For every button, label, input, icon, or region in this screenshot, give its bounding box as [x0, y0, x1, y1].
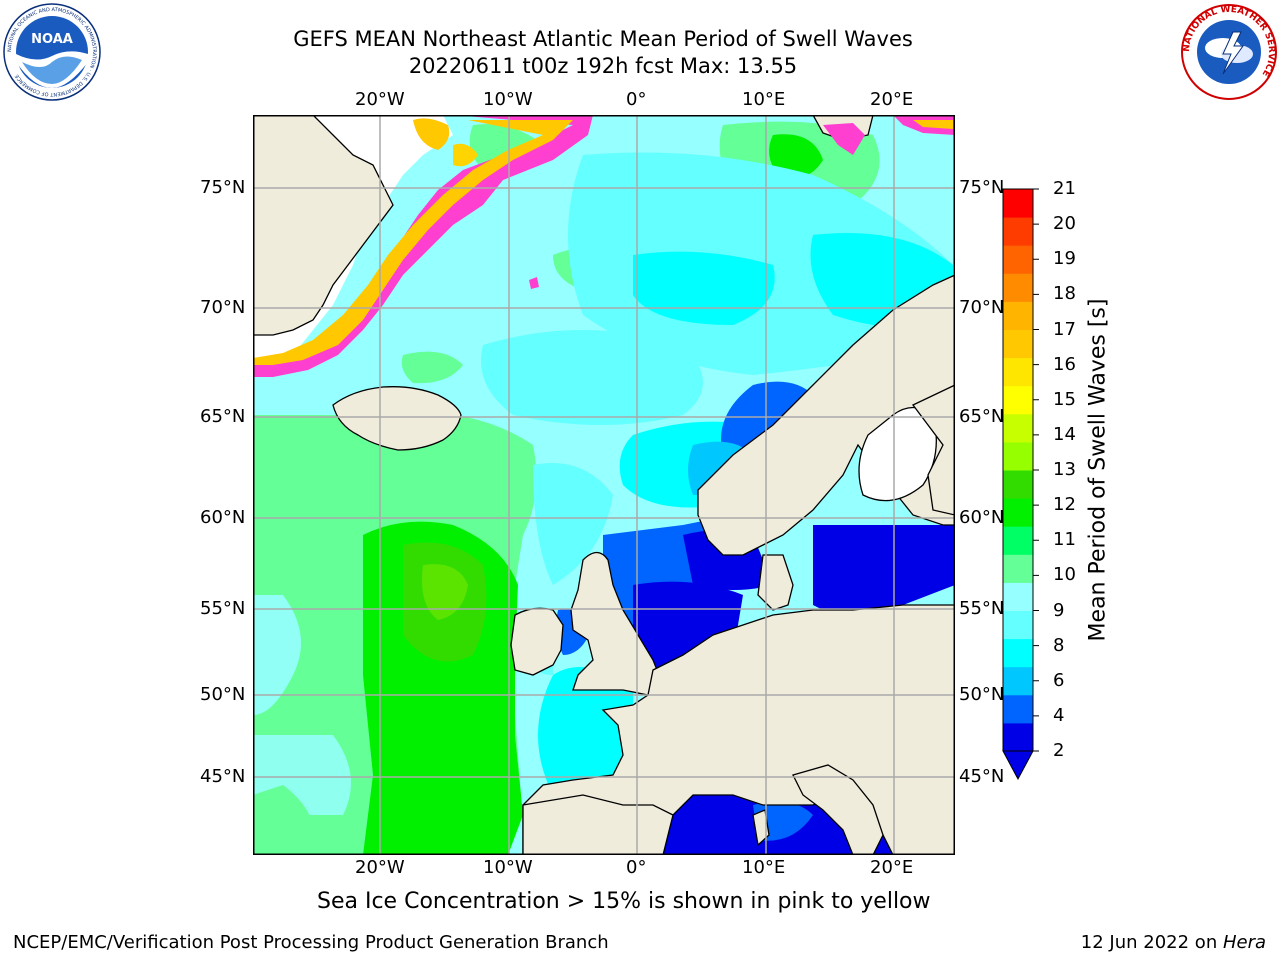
- swell-period-map: [253, 115, 955, 855]
- colorbar-tick-label: 17: [1053, 318, 1076, 340]
- colorbar-swatch: [1003, 273, 1033, 302]
- colorbar-tick-label: 11: [1053, 529, 1076, 551]
- lat-label-left: 75°N: [200, 177, 246, 198]
- colorbar-extend-arrow: [1002, 750, 1034, 781]
- lat-label-right: 75°N: [959, 177, 1005, 198]
- sea-ice-edge: [253, 115, 955, 377]
- colorbar-swatch: [1003, 301, 1033, 330]
- colorbar-tick-label: 14: [1053, 423, 1076, 445]
- colorbar-tick-label: 21: [1053, 178, 1076, 199]
- colorbar-swatch: [1003, 217, 1033, 246]
- lon-label-top: 10°W: [483, 89, 533, 110]
- lon-label-bottom: 20°E: [870, 857, 914, 878]
- nws-logo: NATIONAL WEATHER SERVICE: [1181, 4, 1277, 100]
- lon-label-top: 0°: [626, 89, 647, 110]
- colorbar-swatch: [1003, 441, 1033, 471]
- lon-label-bottom: 0°: [626, 857, 647, 878]
- footer-date-text: 12 Jun 2022 on: [1080, 932, 1223, 953]
- colorbar-swatch: [1003, 694, 1033, 724]
- lat-label-left: 45°N: [200, 766, 246, 787]
- colorbar-swatch: [1003, 526, 1033, 555]
- swell-period-field: [253, 121, 955, 855]
- lat-label-left: 50°N: [200, 684, 246, 705]
- colorbar-swatch: [1003, 554, 1033, 583]
- colorbar-tick-label: 8: [1053, 634, 1065, 656]
- colorbar-swatch: [1003, 582, 1033, 611]
- lon-label-top: 10°E: [742, 89, 786, 110]
- footer-machine: Hera: [1222, 932, 1266, 953]
- colorbar-tick-label: 12: [1053, 494, 1076, 516]
- colorbar-swatch: [1003, 329, 1033, 359]
- colorbar-swatch: [1003, 413, 1033, 443]
- lon-label-bottom: 10°W: [483, 857, 533, 878]
- noaa-logo-center-text: NOAA: [31, 32, 73, 47]
- map-frame: [253, 115, 955, 855]
- colorbar-tick-label: 18: [1053, 283, 1076, 305]
- colorbar-label: Mean Period of Swell Waves [s]: [1085, 298, 1111, 642]
- lon-label-bottom: 20°W: [355, 857, 405, 878]
- colorbar-tick-label: 6: [1053, 669, 1065, 691]
- lat-label-right: 65°N: [959, 406, 1005, 427]
- colorbar-swatch: [1003, 638, 1033, 668]
- sea-ice-note: Sea Ice Concentration > 15% is shown in …: [317, 889, 931, 914]
- lat-label-right: 45°N: [959, 766, 1005, 787]
- colorbar-swatch: [1003, 666, 1033, 696]
- lat-label-left: 70°N: [200, 297, 246, 318]
- lat-label-right: 55°N: [959, 598, 1005, 619]
- colorbar-tick-label: 9: [1053, 599, 1065, 621]
- land-masses: [253, 115, 955, 855]
- lon-label-top: 20°W: [355, 89, 405, 110]
- colorbar-tick-label: 15: [1053, 388, 1076, 410]
- lat-label-left: 55°N: [200, 598, 246, 619]
- lon-label-top: 20°E: [870, 89, 914, 110]
- colorbar-swatch: [1003, 610, 1033, 640]
- lat-label-left: 65°N: [200, 406, 246, 427]
- colorbar-swatch: [1003, 189, 1033, 218]
- colorbar-tick-label: 4: [1053, 704, 1065, 726]
- chart-title: GEFS MEAN Northeast Atlantic Mean Period…: [293, 27, 913, 51]
- lat-label-right: 50°N: [959, 684, 1005, 705]
- colorbar-tick-label: 2: [1053, 740, 1065, 761]
- footer-credit: NCEP/EMC/Verification Post Processing Pr…: [13, 932, 609, 953]
- lat-label-right: 60°N: [959, 507, 1005, 528]
- colorbar-swatch: [1003, 385, 1033, 415]
- colorbar-tick-label: 20: [1053, 213, 1076, 235]
- colorbar-tick-label: 16: [1053, 353, 1076, 375]
- colorbar-swatch: [1003, 357, 1033, 387]
- lon-label-bottom: 10°E: [742, 857, 786, 878]
- chart-subtitle: 20220611 t00z 192h fcst Max: 13.55: [408, 54, 798, 78]
- colorbar-swatch: [1003, 498, 1033, 527]
- colorbar: [1002, 188, 1039, 781]
- graticule: [253, 115, 955, 855]
- footer-date: 12 Jun 2022 on Hera: [1081, 932, 1266, 953]
- colorbar-swatch: [1003, 470, 1033, 499]
- colorbar-tick-label: 13: [1053, 459, 1076, 480]
- noaa-logo: NOAA NATIONAL OCEANIC AND ATMOSPHERIC AD…: [3, 3, 101, 101]
- lat-label-right: 70°N: [959, 297, 1005, 318]
- colorbar-swatch: [1003, 722, 1033, 752]
- colorbar-swatch: [1003, 245, 1033, 274]
- colorbar-tick-label: 19: [1053, 248, 1076, 270]
- lat-label-left: 60°N: [200, 507, 246, 528]
- colorbar-tick-label: 10: [1053, 564, 1076, 586]
